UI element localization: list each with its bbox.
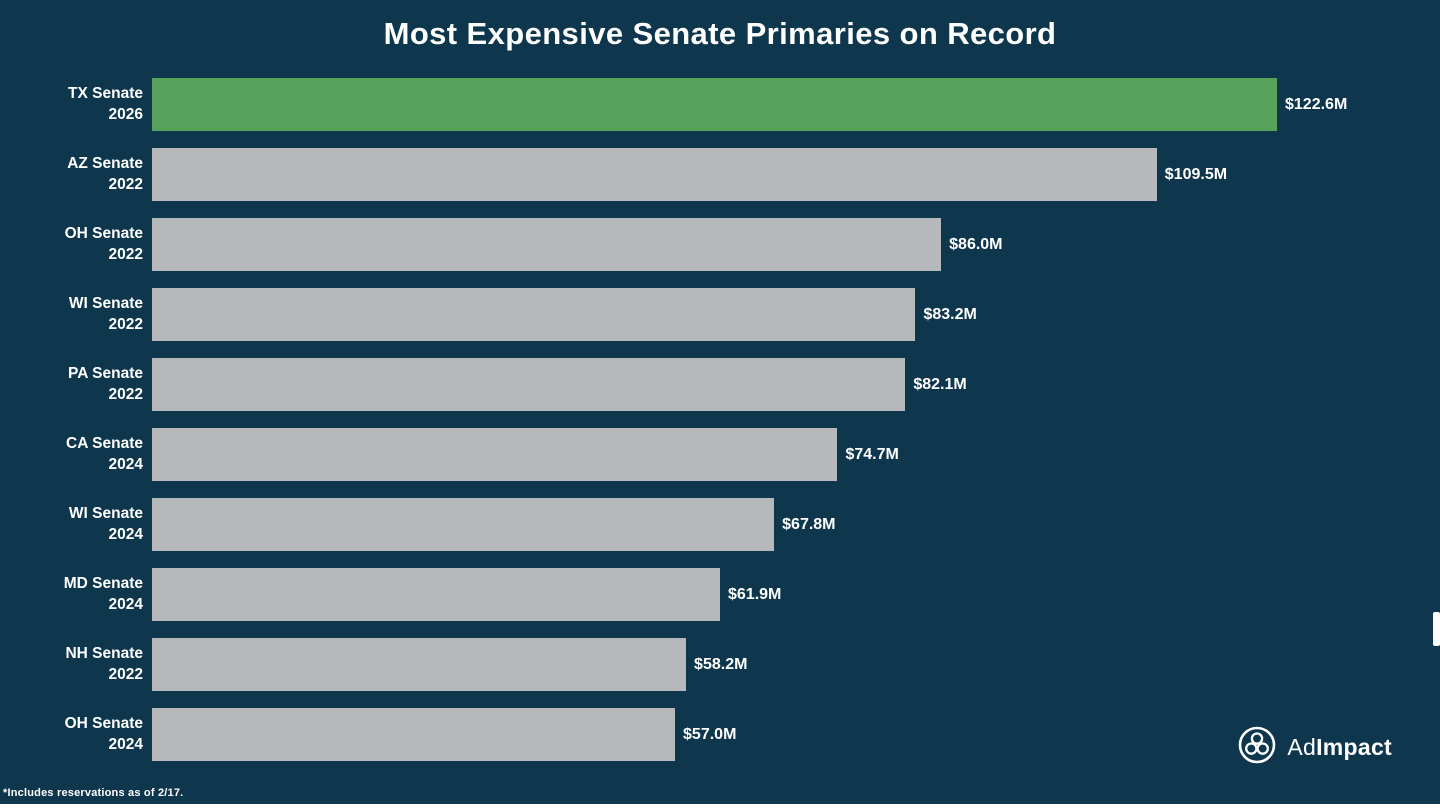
category-label: PA Senate 2022 xyxy=(0,358,152,411)
category-label: OH Senate 2022 xyxy=(0,218,152,271)
bar-row: WI Senate 2022 $83.2M xyxy=(0,288,1440,341)
category-label: TX Senate 2026 xyxy=(0,78,152,131)
category-label: MD Senate 2024 xyxy=(0,568,152,621)
category-label: WI Senate 2022 xyxy=(0,288,152,341)
category-race: MD Senate xyxy=(63,575,143,593)
bar xyxy=(152,708,676,761)
value-label: $109.5M xyxy=(1164,165,1228,183)
bar-track: $58.2M xyxy=(152,638,1277,691)
value-label: $61.9M xyxy=(728,585,782,603)
category-race: CA Senate xyxy=(66,435,143,453)
value-label: $67.8M xyxy=(782,515,836,533)
category-label: OH Senate 2024 xyxy=(0,708,152,761)
bar xyxy=(152,638,687,691)
category-race: WI Senate xyxy=(68,295,143,313)
value-label: $122.6M xyxy=(1285,95,1348,113)
bar-track: $109.5M xyxy=(152,148,1277,201)
adimpact-logo-icon xyxy=(1237,725,1277,770)
bar xyxy=(152,428,838,481)
value-label: $57.0M xyxy=(683,725,737,743)
bar xyxy=(152,288,916,341)
category-year: 2024 xyxy=(108,525,143,543)
bar xyxy=(152,568,720,621)
bar-row: NH Senate 2022 $58.2M xyxy=(0,638,1440,691)
bar-track: $82.1M xyxy=(152,358,1277,411)
value-label: $74.7M xyxy=(845,445,899,463)
adimpact-logo-text-bold: Impact xyxy=(1316,734,1392,760)
category-race: AZ Senate xyxy=(67,155,143,173)
category-year: 2022 xyxy=(108,245,143,263)
value-label: $58.2M xyxy=(694,655,748,673)
scrollbar-thumb[interactable] xyxy=(1433,612,1440,646)
adimpact-logo-text: AdImpact xyxy=(1287,734,1392,761)
category-race: OH Senate xyxy=(64,715,143,733)
bar-track: $74.7M xyxy=(152,428,1277,481)
bar-track: $61.9M xyxy=(152,568,1277,621)
footnote: *Includes reservations as of 2/17. xyxy=(3,787,184,799)
bar-track: $122.6M xyxy=(152,78,1347,131)
category-year: 2022 xyxy=(108,385,143,403)
category-race: PA Senate xyxy=(68,365,143,383)
bar xyxy=(152,498,775,551)
category-race: NH Senate xyxy=(65,645,143,663)
category-race: WI Senate xyxy=(68,505,143,523)
category-label: AZ Senate 2022 xyxy=(0,148,152,201)
category-year: 2024 xyxy=(108,735,143,753)
bar-track: $57.0M xyxy=(152,708,1277,761)
bar-row: CA Senate 2024 $74.7M xyxy=(0,428,1440,481)
category-year: 2024 xyxy=(108,455,143,473)
value-label: $83.2M xyxy=(923,305,977,323)
bar-row: PA Senate 2022 $82.1M xyxy=(0,358,1440,411)
category-label: NH Senate 2022 xyxy=(0,638,152,691)
category-label: WI Senate 2024 xyxy=(0,498,152,551)
category-race: OH Senate xyxy=(64,225,143,243)
category-year: 2026 xyxy=(108,105,143,123)
category-year: 2022 xyxy=(108,315,143,333)
bar-chart: TX Senate 2026 $122.6M AZ Senate 2022 $1… xyxy=(0,78,1440,761)
bar-track: $86.0M xyxy=(152,218,1277,271)
chart-title: Most Expensive Senate Primaries on Recor… xyxy=(383,16,1057,51)
bar-row: TX Senate 2026 $122.6M xyxy=(0,78,1440,131)
bar xyxy=(152,358,906,411)
bar xyxy=(152,218,942,271)
category-year: 2022 xyxy=(108,175,143,193)
value-label: $82.1M xyxy=(913,375,967,393)
value-label: $86.0M xyxy=(949,235,1003,253)
category-year: 2024 xyxy=(108,595,143,613)
category-year: 2022 xyxy=(108,665,143,683)
bar-track: $67.8M xyxy=(152,498,1277,551)
page-bottom-strip xyxy=(0,804,1440,810)
bar-row: OH Senate 2024 $57.0M xyxy=(0,708,1440,761)
bar-row: WI Senate 2024 $67.8M xyxy=(0,498,1440,551)
bar xyxy=(152,78,1277,131)
bar xyxy=(152,148,1157,201)
bar-row: MD Senate 2024 $61.9M xyxy=(0,568,1440,621)
category-race: TX Senate xyxy=(68,85,143,103)
adimpact-logo: AdImpact xyxy=(1237,725,1392,770)
bar-track: $83.2M xyxy=(152,288,1277,341)
bar-row: OH Senate 2022 $86.0M xyxy=(0,218,1440,271)
bar-row: AZ Senate 2022 $109.5M xyxy=(0,148,1440,201)
category-label: CA Senate 2024 xyxy=(0,428,152,481)
adimpact-logo-text-light: Ad xyxy=(1287,734,1317,760)
